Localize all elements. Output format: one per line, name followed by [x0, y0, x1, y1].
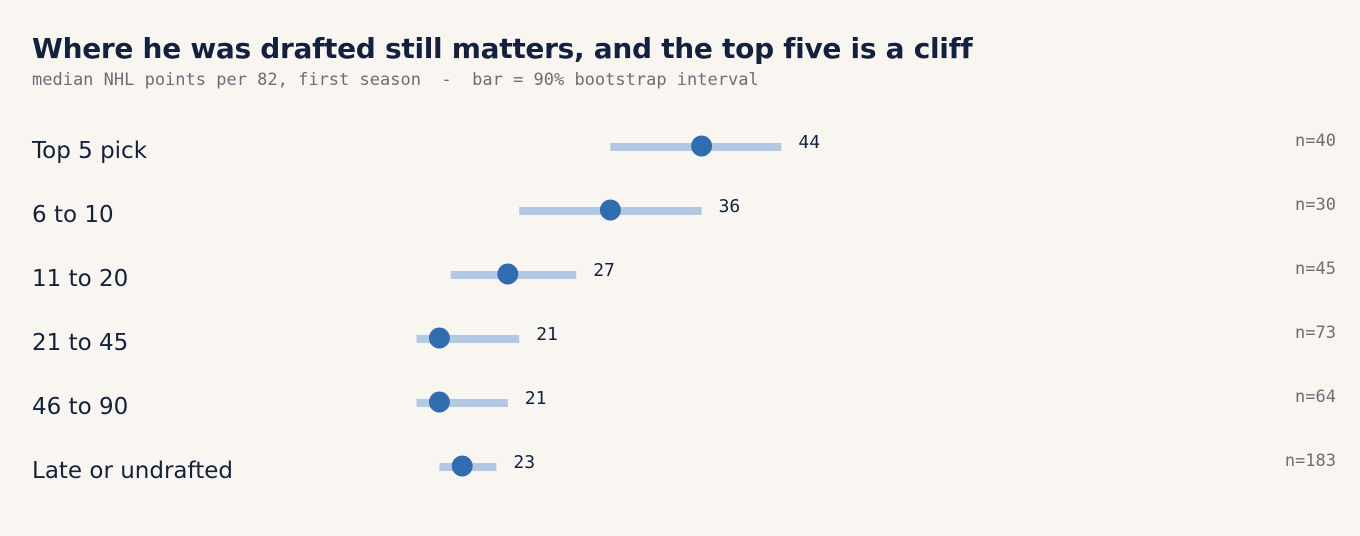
sample-size-label: n=40 [1295, 131, 1336, 151]
value-label: 36 [719, 196, 741, 217]
value-label: 23 [513, 452, 535, 473]
category-label: 6 to 10 [32, 202, 114, 228]
median-dot [428, 327, 450, 349]
value-label: 21 [536, 324, 558, 345]
category-label: Top 5 pick [31, 138, 148, 164]
category-label: Late or undrafted [32, 458, 233, 484]
value-label: 21 [525, 388, 547, 409]
sample-size-label: n=183 [1285, 451, 1336, 471]
category-label: 46 to 90 [32, 394, 128, 420]
median-dot [497, 263, 519, 285]
median-dot [599, 199, 621, 221]
median-dot [451, 455, 473, 477]
category-label: 21 to 45 [32, 330, 128, 356]
sample-size-label: n=64 [1295, 387, 1336, 407]
chart-title: Where he was drafted still matters, and … [32, 32, 973, 65]
sample-size-label: n=30 [1295, 195, 1336, 215]
value-label: 44 [798, 132, 820, 153]
median-dot [428, 391, 450, 413]
sample-size-label: n=73 [1295, 323, 1336, 343]
sample-size-label: n=45 [1295, 259, 1336, 279]
value-label: 27 [593, 260, 615, 281]
category-label: 11 to 20 [32, 266, 128, 292]
chart-subtitle: median NHL points per 82, first season -… [32, 70, 759, 90]
median-dot [691, 135, 713, 157]
